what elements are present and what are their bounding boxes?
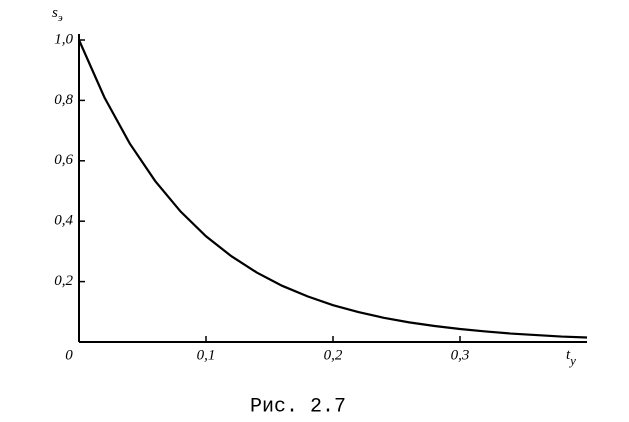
x-label-sub: y xyxy=(568,353,576,368)
y-tick-label: 0,2 xyxy=(54,273,73,289)
y-tick-label: 0,4 xyxy=(54,213,73,229)
x-tick-label: 0,3 xyxy=(451,347,470,363)
x-tick-label: 0 xyxy=(65,347,73,363)
x-label: ty xyxy=(566,347,576,368)
y-label: sэ xyxy=(52,5,63,23)
y-tick-label: 1,0 xyxy=(54,31,73,47)
y-label-sub: э xyxy=(58,12,63,24)
y-tick-label: 0,8 xyxy=(54,92,73,108)
x-tick-label: 0,2 xyxy=(324,347,343,363)
y-tick-label: 0,6 xyxy=(54,152,73,168)
y-label-main: s xyxy=(52,5,58,21)
curve xyxy=(77,39,588,339)
caption: Рис. 2.7 xyxy=(250,395,346,418)
x-tick-label: 0,1 xyxy=(197,347,216,363)
x-label-main: t xyxy=(566,347,571,363)
